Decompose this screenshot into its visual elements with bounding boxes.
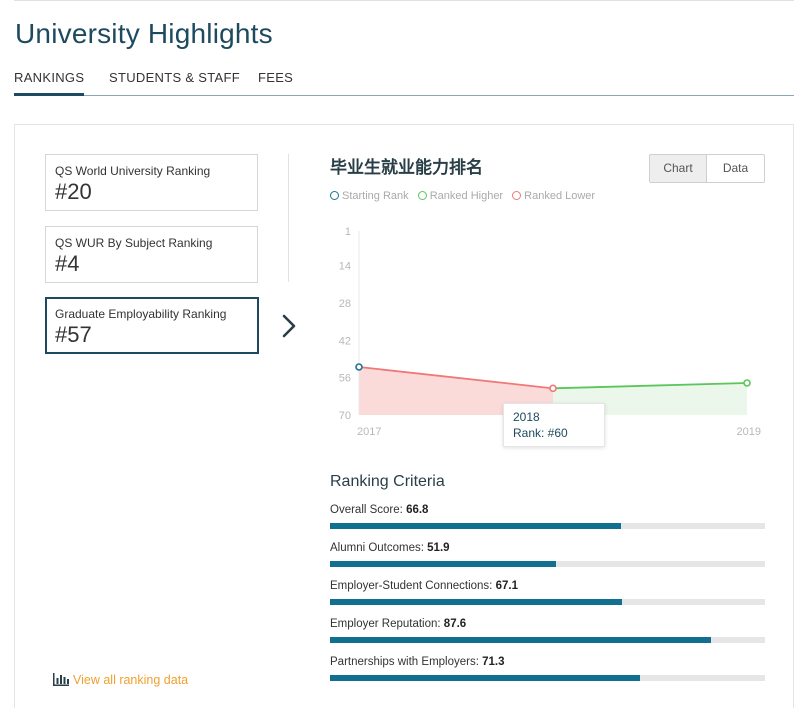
ranking-card-label: QS World University Ranking	[55, 164, 211, 178]
criteria-bar-fill	[330, 675, 641, 681]
y-tick-label: 70	[339, 410, 351, 422]
y-tick-label: 14	[339, 261, 351, 273]
vertical-divider	[288, 154, 289, 282]
tab-bar: RANKINGS STUDENTS & STAFF FEES	[14, 70, 794, 96]
x-tick-label: 2019	[737, 426, 761, 438]
y-tick-label: 1	[345, 226, 351, 238]
top-divider	[14, 0, 794, 1]
y-tick-label: 56	[339, 373, 351, 385]
criteria-name: Alumni Outcomes:	[330, 542, 424, 554]
data-point	[743, 379, 751, 387]
y-tick-label: 28	[339, 298, 351, 310]
legend-marker-icon	[512, 191, 522, 200]
legend-marker-icon	[417, 191, 427, 200]
criteria-bar-track	[330, 523, 765, 529]
legend-marker-icon	[330, 191, 339, 200]
chevron-right-icon	[282, 314, 296, 338]
bar-chart-icon	[53, 673, 69, 686]
criteria-name: Employer-Student Connections:	[330, 580, 493, 592]
chart-legend: Starting Rank Ranked Higher Ranked Lower	[330, 190, 601, 202]
criteria-row: Employer-Student Connections: 67.1	[330, 580, 765, 610]
tab-students-staff[interactable]: STUDENTS & STAFF	[109, 70, 240, 85]
criteria-bar-track	[330, 675, 765, 681]
ranking-card-value: #4	[55, 251, 80, 276]
criteria-bar-fill	[330, 637, 712, 643]
criteria-value: 71.3	[482, 656, 505, 668]
criteria-row: Employer Reputation: 87.6	[330, 618, 765, 648]
data-point	[355, 363, 363, 371]
tooltip-rank: Rank: #60	[513, 426, 568, 440]
criteria-row: Overall Score: 66.8	[330, 504, 765, 534]
ranking-card-employability[interactable]: Graduate Employability Ranking #57	[45, 297, 259, 354]
criteria-label: Employer-Student Connections: 67.1	[330, 580, 518, 592]
ranking-card-label: Graduate Employability Ranking	[55, 307, 227, 321]
ranking-card-label: QS WUR By Subject Ranking	[55, 236, 213, 250]
tooltip-year: 2018	[513, 410, 540, 424]
ranked-lower-line	[358, 366, 554, 390]
toggle-data-button[interactable]: Data	[722, 161, 749, 175]
criteria-bar-fill	[330, 523, 621, 529]
criteria-label: Overall Score: 66.8	[330, 504, 428, 516]
chart-data-toggle: Chart Data	[649, 154, 765, 183]
criteria-row: Partnerships with Employers: 71.3	[330, 656, 765, 686]
chart-tooltip: 2018 Rank: #60	[503, 403, 605, 447]
criteria-bar-track	[330, 561, 765, 567]
ranking-card-qs-world[interactable]: QS World University Ranking #20	[45, 154, 258, 211]
ranked-higher-line	[552, 382, 748, 390]
ranking-card-value: #57	[55, 322, 92, 347]
tab-rankings[interactable]: RANKINGS	[14, 70, 85, 96]
criteria-bar-fill	[330, 561, 556, 567]
legend-item-ranked-higher[interactable]: Ranked Higher	[417, 190, 504, 202]
criteria-bar-track	[330, 599, 765, 605]
legend-item-ranked-lower[interactable]: Ranked Lower	[512, 190, 595, 202]
ranking-card-value: #20	[55, 179, 92, 204]
legend-label: Ranked Lower	[524, 190, 596, 202]
criteria-label: Employer Reputation: 87.6	[330, 618, 466, 630]
legend-item-starting-rank[interactable]: Starting Rank	[330, 190, 409, 202]
criteria-value: 87.6	[443, 618, 467, 630]
data-point	[549, 384, 557, 393]
criteria-row: Alumni Outcomes: 51.9	[330, 542, 765, 572]
rankings-panel: QS World University Ranking #20 QS WUR B…	[14, 124, 794, 708]
legend-label: Starting Rank	[342, 190, 409, 202]
criteria-value: 66.8	[406, 504, 429, 516]
x-tick-label: 2017	[357, 426, 381, 438]
legend-label: Ranked Higher	[429, 190, 504, 202]
criteria-bar-track	[330, 637, 765, 643]
criteria-bar-fill	[330, 599, 622, 605]
criteria-value: 51.9	[427, 542, 450, 554]
view-all-ranking-link[interactable]: View all ranking data	[53, 673, 188, 687]
criteria-value: 67.1	[495, 580, 518, 592]
criteria-name: Overall Score:	[330, 504, 403, 516]
criteria-title: Ranking Criteria	[330, 473, 445, 490]
chart-title: 毕业生就业能力排名	[330, 158, 483, 177]
criteria-name: Partnerships with Employers:	[330, 656, 479, 668]
ranking-card-subject[interactable]: QS WUR By Subject Ranking #4	[45, 226, 258, 283]
criteria-label: Partnerships with Employers: 71.3	[330, 656, 505, 668]
tab-fees[interactable]: FEES	[258, 70, 294, 85]
toggle-chart-button[interactable]: Chart	[650, 155, 707, 182]
criteria-name: Employer Reputation:	[330, 618, 441, 630]
page-title: University Highlights	[15, 18, 273, 49]
criteria-label: Alumni Outcomes: 51.9	[330, 542, 450, 554]
view-all-label: View all ranking data	[73, 673, 189, 687]
y-tick-label: 42	[339, 335, 351, 347]
